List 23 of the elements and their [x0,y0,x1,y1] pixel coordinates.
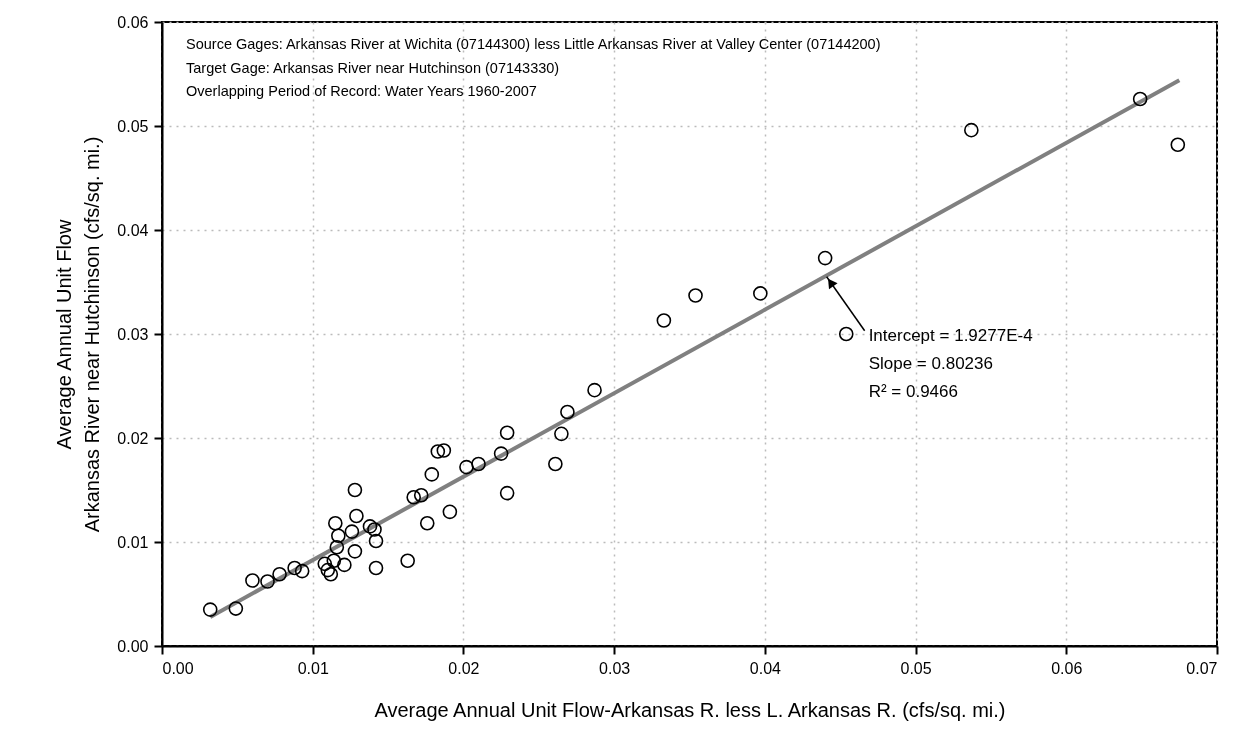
y-tick-label: 0.05 [117,117,149,135]
y-tick-label: 0.00 [117,637,149,655]
x-tick-label: 0.00 [162,659,194,677]
y-tick-label: 0.02 [117,429,149,447]
x-tick-label: 0.03 [599,659,631,677]
y-tick-label: 0.04 [117,221,149,239]
annotation: Source Gages: Arkansas River at Wichita (07144300) less Little Arkansas River at Valley Center (07144200) [186,36,881,52]
annotation: R² = 0.9466 [868,381,958,401]
x-tick-label: 0.04 [749,659,782,677]
y-tick-label: 0.06 [117,13,149,31]
x-axis-title: Average Annual Unit Flow-Arkansas R. less L. Arkansas R. (cfs/sq. mi.) [374,698,1006,721]
y-tick-label: 0.03 [117,325,149,343]
annotation: Target Gage: Arkansas River near Hutchinson (07143330) [186,59,560,76]
y-axis-title: Average Annual Unit Flow Arkansas River near Hutchinson (cfs/sq. mi.) [53,136,104,533]
annotation: Overlapping Period of Record: Water Years 1960-2007 [186,83,537,99]
y-tick-label: 0.01 [117,533,149,551]
x-tick-label: 0.05 [900,659,932,677]
x-tick-label: 0.07 [1186,659,1218,677]
x-tick-label: 0.06 [1051,659,1083,677]
x-tick-label: 0.01 [297,659,329,677]
annotation: Intercept = 1.9277E-4 [868,325,1033,345]
annotation: Slope = 0.80236 [868,353,993,373]
x-tick-label: 0.02 [448,659,480,677]
